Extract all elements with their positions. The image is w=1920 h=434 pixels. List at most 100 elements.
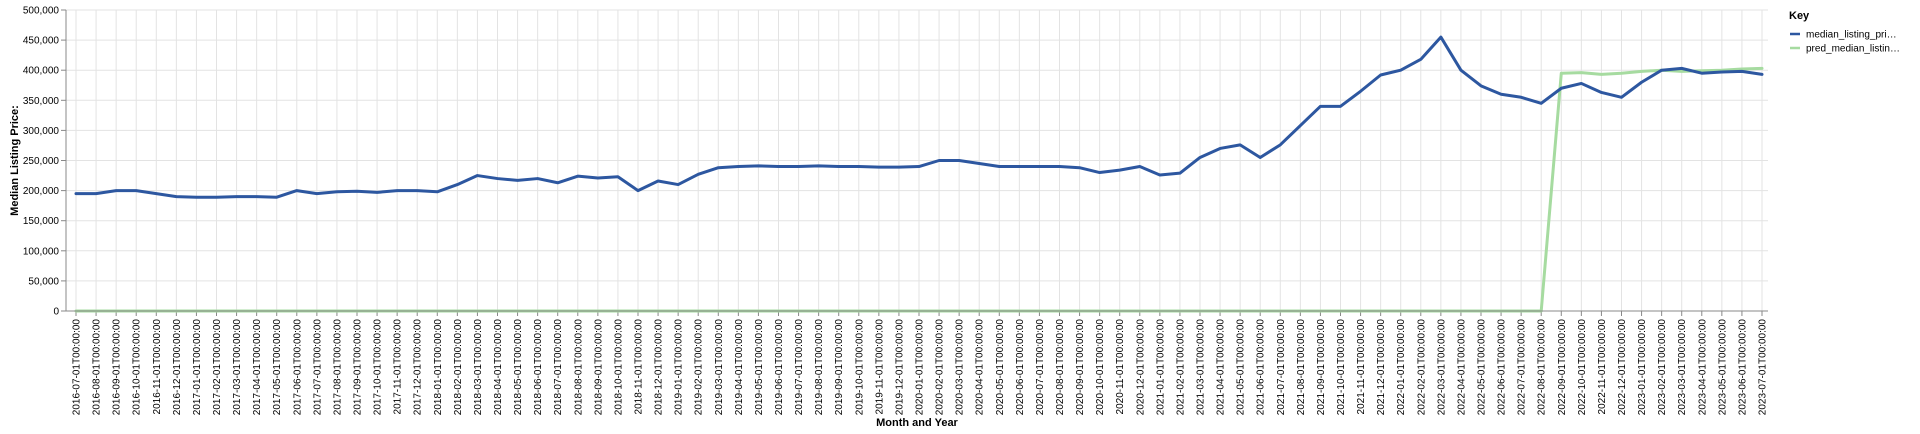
x-tick-label: 2017-11-01T00:00:00 (393, 319, 404, 415)
x-tick-label: 2022-11-01T00:00:00 (1597, 319, 1608, 415)
x-tick-label: 2021-01-01T00:00:00 (1155, 319, 1166, 416)
y-axis-ticks: 0 50,000 100,000 150,000 200,000 250,000 300,0… (23, 6, 66, 318)
y-tick-label: 150,000 (23, 216, 60, 227)
x-tick-label: 2019-05-01T00:00:00 (754, 319, 765, 416)
x-tick-label: 2023-02-01T00:00:00 (1657, 319, 1668, 416)
y-tick-label: 50,000 (28, 276, 59, 287)
x-tick-label: 2020-07-01T00:00:00 (1035, 319, 1046, 416)
x-tick-label: 2022-10-01T00:00:00 (1577, 319, 1588, 416)
x-tick-label: 2021-03-01T00:00:00 (1196, 319, 1207, 416)
y-tick-label: 500,000 (23, 6, 60, 17)
x-tick-label: 2023-06-01T00:00:00 (1737, 319, 1748, 416)
x-tick-label: 2021-12-01T00:00:00 (1376, 319, 1387, 416)
x-tick-label: 2020-10-01T00:00:00 (1095, 319, 1106, 416)
x-tick-label: 2022-02-01T00:00:00 (1416, 319, 1427, 416)
x-tick-label: 2022-12-01T00:00:00 (1617, 319, 1628, 416)
x-tick-label: 2021-06-01T00:00:00 (1256, 319, 1267, 416)
x-tick-label: 2022-01-01T00:00:00 (1396, 319, 1407, 416)
x-tick-label: 2016-11-01T00:00:00 (152, 319, 163, 415)
y-tick-label: 200,000 (23, 186, 60, 197)
x-tick-label: 2020-01-01T00:00:00 (915, 319, 926, 416)
x-tick-label: 2016-10-01T00:00:00 (132, 319, 143, 416)
y-axis-title: Median Listing Price: (9, 105, 21, 216)
x-tick-label: 2022-03-01T00:00:00 (1436, 319, 1447, 416)
y-tick-label: 400,000 (23, 66, 60, 77)
x-tick-label: 2019-04-01T00:00:00 (734, 319, 745, 416)
x-tick-label: 2016-07-01T00:00:00 (72, 319, 83, 416)
x-tick-label: 2017-09-01T00:00:00 (353, 319, 364, 416)
x-tick-label: 2017-10-01T00:00:00 (373, 319, 384, 416)
x-tick-label: 2019-02-01T00:00:00 (694, 319, 705, 416)
x-tick-label: 2019-10-01T00:00:00 (854, 319, 865, 416)
x-tick-label: 2018-05-01T00:00:00 (513, 319, 524, 416)
x-tick-label: 2020-09-01T00:00:00 (1075, 319, 1086, 416)
x-tick-label: 2018-09-01T00:00:00 (593, 319, 604, 416)
x-tick-label: 2017-03-01T00:00:00 (232, 319, 243, 416)
x-tick-label: 2021-11-01T00:00:00 (1356, 319, 1367, 415)
x-tick-label: 2023-03-01T00:00:00 (1677, 319, 1688, 416)
x-tick-label: 2022-09-01T00:00:00 (1557, 319, 1568, 416)
x-tick-label: 2021-05-01T00:00:00 (1236, 319, 1247, 416)
x-tick-label: 2018-04-01T00:00:00 (493, 319, 504, 416)
x-tick-label: 2018-02-01T00:00:00 (453, 319, 464, 416)
grid-lines (66, 9, 1768, 312)
x-tick-label: 2017-01-01T00:00:00 (192, 319, 203, 416)
x-tick-label: 2019-08-01T00:00:00 (814, 319, 825, 416)
x-tick-label: 2022-06-01T00:00:00 (1497, 319, 1508, 416)
x-tick-label: 2021-09-01T00:00:00 (1316, 319, 1327, 416)
series-line-0 (74, 35, 1764, 199)
x-tick-label: 2020-06-01T00:00:00 (1015, 319, 1026, 416)
x-tick-label: 2018-07-01T00:00:00 (553, 319, 564, 416)
y-tick-label: 450,000 (23, 36, 60, 47)
x-tick-label: 2022-05-01T00:00:00 (1477, 319, 1488, 416)
x-tick-label: 2023-01-01T00:00:00 (1637, 319, 1648, 416)
y-tick-label: 350,000 (23, 96, 60, 107)
x-tick-label: 2018-01-01T00:00:00 (433, 319, 444, 416)
x-tick-label: 2022-04-01T00:00:00 (1456, 319, 1467, 416)
y-tick-label: 250,000 (23, 156, 60, 167)
x-tick-label: 2019-01-01T00:00:00 (674, 319, 685, 416)
x-tick-label: 2017-02-01T00:00:00 (212, 319, 223, 416)
x-tick-label: 2019-06-01T00:00:00 (774, 319, 785, 416)
x-tick-label: 2021-08-01T00:00:00 (1296, 319, 1307, 416)
x-tick-label: 2018-06-01T00:00:00 (533, 319, 544, 416)
x-tick-label: 2020-11-01T00:00:00 (1115, 319, 1126, 415)
x-tick-label: 2022-08-01T00:00:00 (1537, 319, 1548, 416)
legend-label-1: pred_median_listin… (1806, 44, 1900, 55)
x-tick-label: 2018-10-01T00:00:00 (613, 319, 624, 416)
x-axis-title: Month and Year (876, 417, 958, 429)
y-tick-label: 0 (53, 307, 59, 318)
x-axis-ticks: 2016-07-01T00:00:00 2016-08-01T00:00:00 20… (72, 311, 1769, 415)
x-tick-label: 2020-12-01T00:00:00 (1135, 319, 1146, 416)
x-tick-label: 2017-05-01T00:00:00 (272, 319, 283, 416)
x-tick-label: 2018-08-01T00:00:00 (573, 319, 584, 416)
x-tick-label: 2021-10-01T00:00:00 (1336, 319, 1347, 416)
x-tick-label: 2021-07-01T00:00:00 (1276, 319, 1287, 416)
x-tick-label: 2020-05-01T00:00:00 (995, 319, 1006, 416)
x-tick-label: 2023-07-01T00:00:00 (1758, 319, 1769, 416)
x-tick-label: 2020-08-01T00:00:00 (1055, 319, 1066, 416)
legend: Key median_listing_pri… pred_median_listi… (1789, 10, 1900, 55)
x-tick-label: 2023-04-01T00:00:00 (1697, 319, 1708, 416)
legend-label-0: median_listing_pri… (1806, 30, 1897, 41)
x-tick-label: 2023-05-01T00:00:00 (1717, 319, 1728, 416)
x-tick-label: 2018-12-01T00:00:00 (654, 319, 665, 416)
x-tick-label: 2017-08-01T00:00:00 (332, 319, 343, 416)
x-tick-label: 2019-03-01T00:00:00 (714, 319, 725, 416)
x-tick-label: 2016-09-01T00:00:00 (112, 319, 123, 416)
x-tick-label: 2019-07-01T00:00:00 (794, 319, 805, 416)
x-tick-label: 2022-07-01T00:00:00 (1517, 319, 1528, 416)
y-tick-label: 100,000 (23, 246, 60, 257)
x-tick-label: 2017-04-01T00:00:00 (252, 319, 263, 416)
x-tick-label: 2020-04-01T00:00:00 (975, 319, 986, 416)
legend-title: Key (1789, 10, 1810, 22)
x-tick-label: 2017-06-01T00:00:00 (292, 319, 303, 416)
x-tick-label: 2016-08-01T00:00:00 (92, 319, 103, 416)
x-tick-label: 2018-03-01T00:00:00 (473, 319, 484, 416)
x-tick-label: 2019-09-01T00:00:00 (834, 319, 845, 416)
x-tick-label: 2019-12-01T00:00:00 (894, 319, 905, 416)
x-tick-label: 2020-02-01T00:00:00 (935, 319, 946, 416)
x-tick-label: 2021-04-01T00:00:00 (1216, 319, 1227, 416)
x-tick-label: 2021-02-01T00:00:00 (1175, 319, 1186, 416)
